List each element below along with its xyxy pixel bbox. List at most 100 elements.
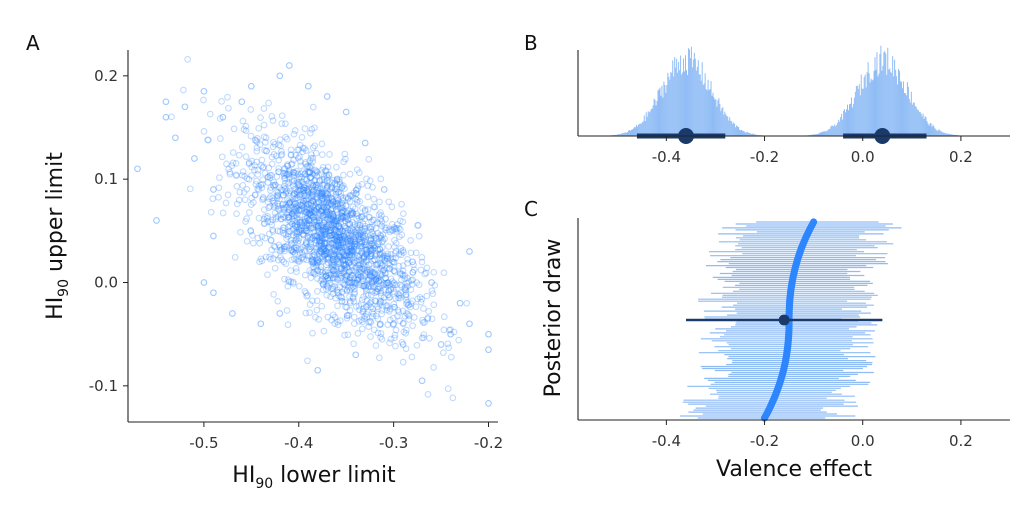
- scatter-point: [318, 241, 326, 249]
- histogram-bar: [872, 79, 874, 136]
- scatter-point: [315, 234, 323, 242]
- x-tick-label: 0.0: [851, 148, 875, 166]
- scatter-point: [333, 199, 341, 207]
- scatter-point: [322, 250, 330, 258]
- scatter-point: [281, 185, 289, 193]
- scatter-point: [311, 208, 319, 216]
- scatter-point: [367, 235, 375, 242]
- scatter-point: [304, 204, 311, 211]
- scatter-point: [320, 248, 328, 255]
- scatter-point: [256, 258, 263, 266]
- scatter-point: [281, 175, 288, 183]
- histogram-bar: [915, 106, 917, 136]
- scatter-point: [376, 285, 384, 292]
- scatter-point: [319, 255, 327, 263]
- scatter-point: [344, 283, 352, 291]
- scatter-point: [383, 279, 391, 287]
- scatter-point: [377, 297, 384, 305]
- scatter-point: [361, 232, 369, 240]
- scatter-point: [407, 300, 415, 308]
- scatter-point: [339, 213, 347, 221]
- scatter-point: [318, 166, 326, 174]
- scatter-point: [254, 185, 261, 193]
- scatter-point: [272, 181, 279, 189]
- scatter-point: [336, 244, 343, 251]
- scatter-point: [367, 245, 375, 252]
- scatter-point: [312, 216, 319, 224]
- scatter-point: [347, 252, 355, 259]
- scatter-point: [327, 215, 335, 222]
- scatter-point: [306, 267, 313, 274]
- scatter-point: [355, 271, 362, 279]
- scatter-point: [330, 241, 337, 248]
- scatter-point: [289, 191, 297, 199]
- scatter-point: [184, 56, 191, 63]
- scatter-point: [264, 218, 272, 226]
- scatter-point: [293, 230, 301, 238]
- scatter-point: [343, 286, 351, 294]
- histogram-bar: [716, 106, 718, 136]
- scatter-point: [369, 277, 376, 285]
- scatter-point: [382, 226, 390, 234]
- scatter-point: [381, 274, 389, 282]
- scatter-point: [384, 291, 391, 299]
- scatter-point: [309, 213, 317, 221]
- histograms: [605, 45, 962, 137]
- scatter-point: [376, 246, 384, 253]
- scatter-point: [329, 267, 337, 275]
- scatter-point: [305, 217, 313, 224]
- scatter-point: [312, 181, 320, 189]
- scatter-point: [376, 245, 384, 253]
- scatter-point: [352, 231, 360, 238]
- scatter-point: [350, 189, 358, 197]
- scatter-point: [308, 186, 316, 193]
- scatter-point: [332, 242, 340, 249]
- scatter-point: [255, 186, 263, 193]
- scatter-point: [407, 286, 415, 294]
- scatter-point: [376, 251, 384, 259]
- scatter-point: [361, 225, 369, 232]
- histogram-bar: [918, 111, 920, 136]
- scatter-point: [328, 252, 336, 260]
- scatter-point: [296, 158, 304, 165]
- scatter-point: [344, 216, 352, 224]
- scatter-point: [325, 171, 333, 178]
- scatter-point: [354, 227, 361, 234]
- scatter-point: [303, 192, 310, 200]
- scatter-point: [355, 261, 363, 269]
- histogram-bar: [949, 133, 951, 136]
- scatter-point: [306, 236, 314, 244]
- scatter-point: [331, 246, 339, 253]
- scatter-point: [398, 338, 406, 346]
- scatter-point: [318, 234, 326, 242]
- scatter-point: [428, 279, 435, 286]
- scatter-point: [316, 176, 324, 184]
- scatter-point: [266, 203, 274, 210]
- scatter-point: [376, 231, 384, 239]
- scatter-point: [275, 241, 283, 249]
- scatter-point: [346, 198, 354, 205]
- scatter-point: [445, 344, 453, 352]
- histogram-bar: [877, 76, 879, 136]
- scatter-point: [339, 256, 347, 264]
- scatter-point: [324, 223, 332, 231]
- scatter-point: [315, 198, 323, 206]
- panel-label-b: B: [524, 31, 538, 55]
- scatter-point: [349, 203, 357, 211]
- scatter-point: [361, 266, 368, 274]
- scatter-point: [238, 143, 246, 151]
- scatter-point: [351, 282, 359, 290]
- scatter-point: [364, 206, 372, 213]
- scatter-point: [191, 155, 198, 162]
- scatter-point: [310, 187, 317, 194]
- scatter-point: [296, 141, 304, 149]
- scatter-point: [288, 160, 296, 168]
- scatter-point: [352, 264, 360, 272]
- scatter-point: [338, 204, 346, 211]
- histogram-bar: [725, 114, 727, 136]
- scatter-point: [372, 234, 380, 242]
- scatter-point: [403, 279, 411, 287]
- scatter-point: [333, 216, 341, 223]
- scatter-point: [310, 207, 318, 214]
- scatter-point: [385, 243, 392, 250]
